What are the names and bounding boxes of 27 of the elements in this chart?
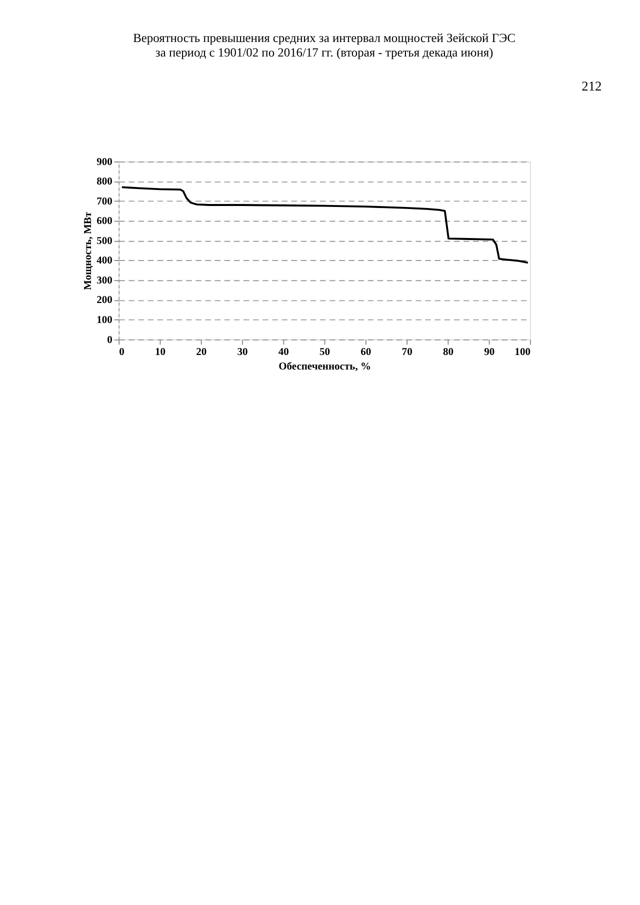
y-tick-label: 100 xyxy=(96,315,112,326)
y-tick-label: 600 xyxy=(96,216,112,228)
y-axis-title: Мощность, МВт xyxy=(82,211,94,290)
x-tick-label: 30 xyxy=(237,347,248,358)
x-tick-label: 70 xyxy=(402,347,412,358)
y-tick-label: 900 xyxy=(96,156,112,168)
y-tick-label: 500 xyxy=(96,236,112,247)
text: 212 xyxy=(582,78,602,94)
x-tick-label: 40 xyxy=(278,347,289,358)
x-tick-label: 60 xyxy=(360,347,372,358)
x-axis-title: Обеспеченность, % xyxy=(278,362,371,373)
y-tick-label: 300 xyxy=(96,275,112,286)
y-tick-label: 400 xyxy=(96,256,112,267)
x-tick-label: 90 xyxy=(484,347,495,358)
x-tick-label: 20 xyxy=(196,347,207,358)
y-tick-label: 700 xyxy=(96,196,112,208)
x-tick-label: 100 xyxy=(514,347,530,358)
y-tick-label: 200 xyxy=(96,295,112,306)
line-series xyxy=(120,186,529,264)
x-tick-label: 10 xyxy=(154,347,166,358)
y-tick-label: 800 xyxy=(96,176,112,188)
x-tick-label: 50 xyxy=(320,347,330,358)
x-tick-label: 80 xyxy=(442,347,454,358)
x-tick-label: 0 xyxy=(119,347,124,358)
text: за период с 1901/02 по 2016/17 гг. (вторая - третья декада июня) xyxy=(155,45,494,60)
y-tick-label: 0 xyxy=(107,334,112,346)
text: Вероятность превышения средних за интервал мощностей Зейской ГЭС xyxy=(133,30,516,45)
